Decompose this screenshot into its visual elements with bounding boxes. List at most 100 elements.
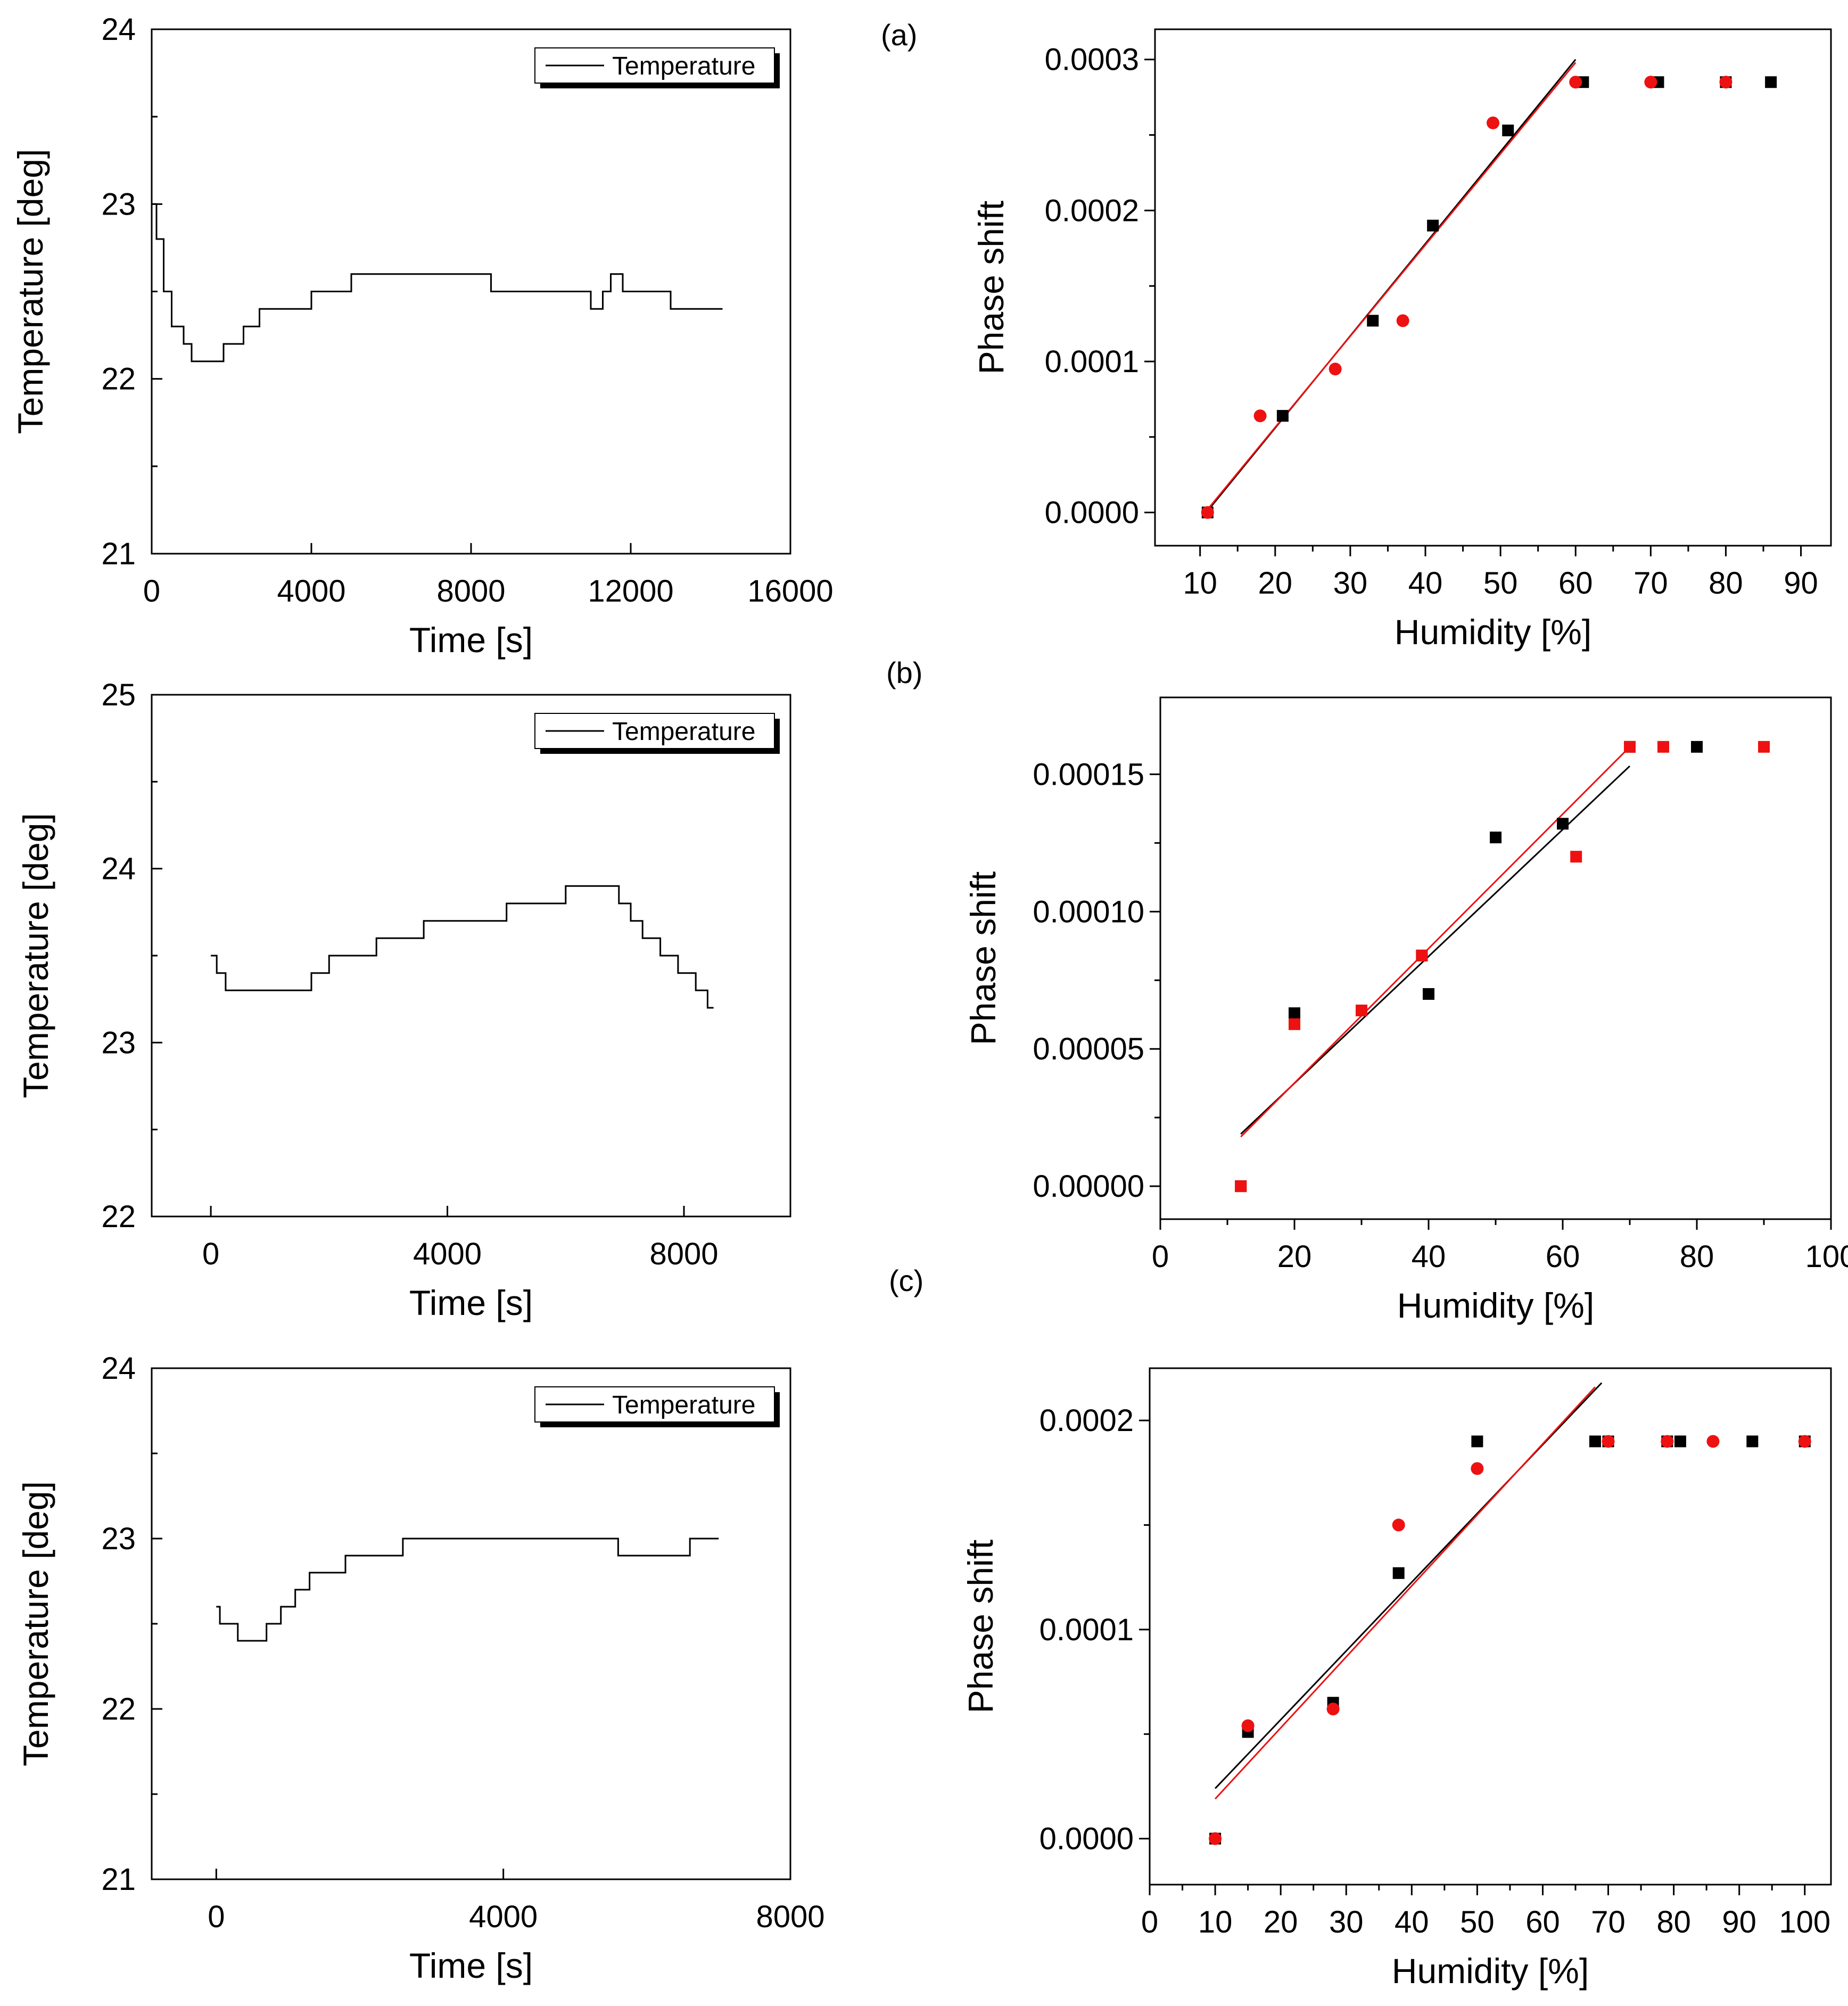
x-tick-label: 10: [1198, 1905, 1233, 1939]
y-axis-label: Temperature [deg]: [16, 1481, 55, 1766]
data-point: [1798, 1435, 1811, 1448]
data-point: [1427, 219, 1439, 232]
data-point: [1471, 1462, 1484, 1475]
data-point: [1367, 315, 1379, 327]
x-tick-label: 60: [1558, 566, 1593, 601]
plot-frame: [151, 28, 791, 555]
x-tick-label: 8000: [649, 1237, 718, 1271]
y-axis-label: Phase shift: [971, 201, 1011, 375]
plot-frame: [1159, 696, 1832, 1220]
x-tick-label: 80: [1656, 1905, 1691, 1939]
x-tick-label: 40: [1412, 1239, 1446, 1274]
data-point: [1502, 125, 1514, 137]
data-point: [1557, 818, 1569, 830]
x-tick-label: 0: [1141, 1905, 1158, 1939]
fit-line: [1203, 62, 1577, 515]
data-point: [1423, 988, 1434, 1000]
data-point: [1356, 1005, 1367, 1016]
x-tick-label: 70: [1634, 566, 1668, 601]
x-tick-label: 4000: [277, 574, 345, 609]
legend: Temperature: [534, 1386, 780, 1427]
x-tick-label: 8000: [756, 1900, 824, 1934]
y-tick-label: 21: [101, 1862, 136, 1897]
y-tick-label: 24: [101, 12, 136, 47]
x-axis-label: Humidity [%]: [1392, 1951, 1589, 1991]
y-tick-label: 21: [101, 537, 136, 571]
data-point: [1661, 1435, 1674, 1448]
data-point: [1624, 741, 1636, 753]
y-tick-label: 0.0000: [1040, 1822, 1134, 1856]
plot-frame: [151, 694, 791, 1218]
data-point: [1758, 741, 1770, 753]
chart-phase-a: 10 20 30 40 50 60 70 80 90 0.0000 0.0001 0.0002 0.00…: [881, 18, 1832, 652]
data-point: [1289, 1007, 1300, 1020]
data-point: [1392, 1567, 1405, 1579]
y-axis-label: Temperature [deg]: [11, 149, 50, 434]
data-point: [1691, 741, 1703, 753]
data-point: [1490, 832, 1502, 844]
x-tick-label: 0: [208, 1900, 225, 1934]
data-point: [1589, 1435, 1601, 1448]
plot-frame: [1149, 1367, 1832, 1886]
data-point: [1602, 1435, 1615, 1448]
plot-frame: [1154, 28, 1832, 547]
x-tick-label: 20: [1264, 1905, 1298, 1939]
data-point: [1276, 410, 1289, 422]
y-tick-label: 0.00015: [1033, 757, 1144, 792]
x-tick-label: 0: [202, 1237, 219, 1271]
chart-temp-c: 0 4000 8000 21 22 23 24 Time [s] Temperature [de…: [16, 1351, 825, 1985]
x-tick-label: 50: [1483, 566, 1518, 601]
fit-line: [1214, 1386, 1596, 1800]
series-line-temperature: [211, 885, 714, 1009]
x-tick-label: 16000: [747, 574, 833, 609]
series-line-temperature: [216, 1538, 719, 1642]
y-tick-label: 0.00005: [1033, 1032, 1144, 1066]
data-point: [1657, 741, 1669, 753]
y-tick-label: 22: [101, 362, 136, 397]
x-tick-label: 40: [1408, 566, 1443, 601]
data-point: [1719, 76, 1732, 89]
data-point: [1396, 314, 1409, 327]
x-tick-label: 70: [1591, 1905, 1626, 1939]
x-tick-label: 30: [1329, 1905, 1364, 1939]
x-tick-label: 60: [1546, 1239, 1580, 1274]
y-axis-label: Phase shift: [961, 1540, 1000, 1714]
y-axis-label: Phase shift: [963, 872, 1003, 1046]
data-point: [1674, 1435, 1686, 1448]
x-tick-label: 30: [1333, 566, 1368, 601]
x-tick-label: 80: [1709, 566, 1743, 601]
y-tick-label: 0.0001: [1045, 344, 1139, 379]
data-point: [1416, 949, 1428, 961]
x-tick-label: 10: [1183, 566, 1217, 601]
y-axis-label: Temperature [deg]: [16, 813, 55, 1098]
x-tick-label: 80: [1680, 1239, 1714, 1274]
x-tick-label: 90: [1722, 1905, 1756, 1939]
data-point: [1570, 851, 1582, 863]
data-point: [1644, 76, 1657, 89]
data-point: [1326, 1703, 1340, 1716]
panel-label: (c): [889, 1264, 923, 1297]
panel-label: (b): [886, 656, 922, 689]
data-point: [1392, 1518, 1405, 1532]
x-tick-label: 0: [143, 574, 160, 609]
x-axis-label: Time [s]: [409, 620, 533, 660]
y-tick-label: 0.00000: [1033, 1169, 1144, 1204]
data-point: [1765, 76, 1777, 88]
chart-temp-b: 0 4000 8000 22 23 24 25 Time [s] Temperature [de…: [16, 678, 791, 1322]
x-tick-label: 100: [1805, 1239, 1848, 1274]
data-point: [1201, 506, 1214, 519]
chart-phase-b: 0 20 40 60 80 100 0.00000 0.00005 0.00010 0.00015…: [886, 656, 1848, 1325]
y-tick-label: 0.0000: [1045, 496, 1139, 530]
fit-line: [1240, 746, 1631, 1138]
x-tick-label: 90: [1784, 566, 1818, 601]
data-point: [1209, 1832, 1222, 1845]
data-point: [1569, 76, 1582, 89]
x-tick-label: 50: [1460, 1905, 1495, 1939]
y-tick-label: 24: [101, 852, 136, 886]
y-tick-label: 23: [101, 1522, 136, 1556]
panel-label: (a): [881, 18, 917, 52]
data-point: [1329, 363, 1342, 376]
y-tick-label: 25: [101, 678, 136, 712]
legend-entry: Temperature: [612, 52, 755, 80]
